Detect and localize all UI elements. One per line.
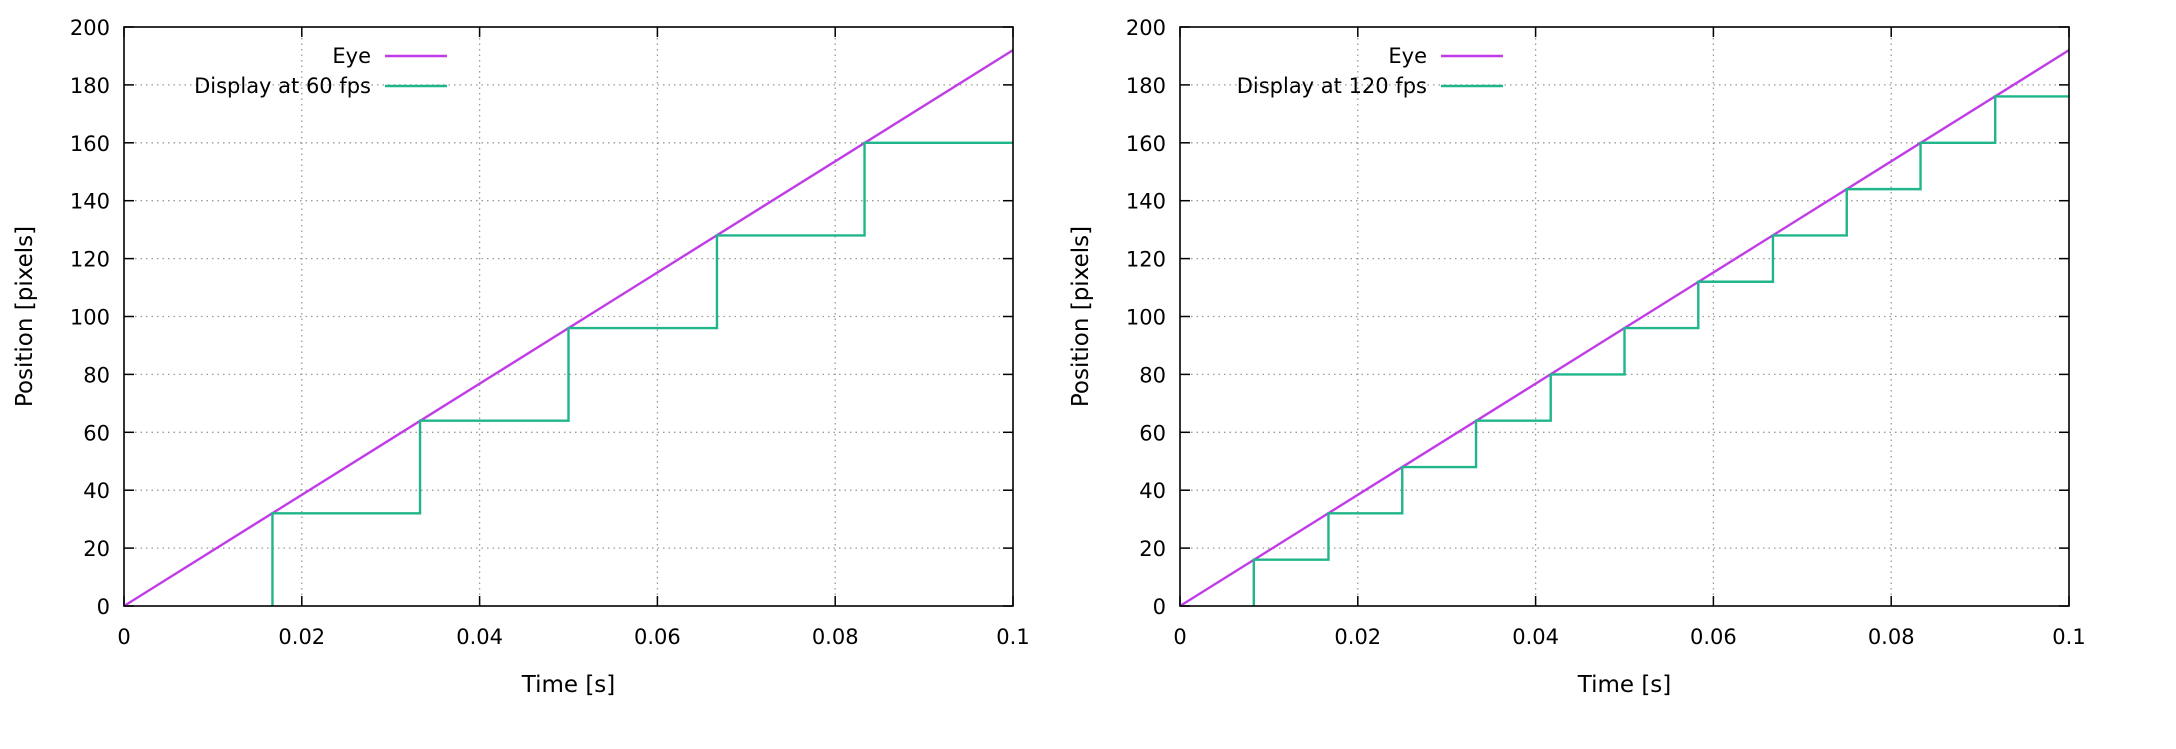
y-axis-label: Position [pixels] [12, 226, 38, 407]
plot-frame [123, 26, 1014, 607]
y-tick-label: 100 [1126, 306, 1166, 330]
x-tick-label: 0 [117, 625, 130, 649]
y-tick-label: 140 [70, 190, 110, 214]
y-axis-label: Position [pixels] [1068, 226, 1094, 407]
x-tick-label: 0 [1173, 625, 1186, 649]
y-tick-label: 60 [1139, 421, 1166, 445]
y-tick-label: 160 [70, 132, 110, 156]
y-tick-label: 180 [70, 74, 110, 98]
x-tick-label: 0.06 [634, 625, 681, 649]
x-tick-label: 0.1 [2052, 625, 2085, 649]
x-tick-label: 0.04 [1512, 625, 1559, 649]
y-tick-label: 40 [1139, 479, 1166, 503]
y-tick-label: 40 [83, 479, 110, 503]
y-tick-label: 200 [70, 16, 110, 40]
plot-frame [1179, 26, 2070, 607]
y-tick-label: 60 [83, 421, 110, 445]
y-tick-label: 140 [1126, 190, 1166, 214]
x-tick-label: 0.02 [278, 625, 325, 649]
x-tick-label: 0.06 [1690, 625, 1737, 649]
x-axis-label: Time [s] [1577, 672, 1672, 698]
y-tick-label: 160 [1126, 132, 1166, 156]
series-line-2 [1252, 95, 2069, 606]
x-tick-label: 0.04 [456, 625, 503, 649]
y-tick-label: 200 [1126, 16, 1166, 40]
chart-panel-1: 0 20 40 60 80 100 120 140 160 180 200 0 0.02 0.04 0.06… [12, 16, 1030, 698]
x-tick-label: 0.1 [996, 625, 1029, 649]
x-axis-label: Time [s] [521, 672, 616, 698]
series-line-2 [271, 141, 1013, 606]
y-tick-label: 80 [1139, 363, 1166, 387]
y-tick-label: 20 [1139, 537, 1166, 561]
x-tick-label: 0.02 [1334, 625, 1381, 649]
x-tick-label: 0.08 [812, 625, 859, 649]
legend-label: Eye [1388, 44, 1427, 68]
y-tick-label: 180 [1126, 74, 1166, 98]
x-tick-label: 0.08 [1868, 625, 1915, 649]
legend-label: Display at 60 fps [194, 74, 371, 98]
y-tick-label: 120 [70, 248, 110, 272]
legend-label: Display at 120 fps [1237, 74, 1427, 98]
legend-label: Eye [332, 44, 371, 68]
y-tick-label: 0 [1153, 595, 1166, 619]
y-tick-label: 20 [83, 537, 110, 561]
y-tick-label: 80 [83, 363, 110, 387]
chart-panel-2: 0 20 40 60 80 100 120 140 160 180 200 0 0.02 0.04 0.06… [1068, 16, 2086, 698]
y-tick-label: 0 [97, 595, 110, 619]
y-tick-label: 120 [1126, 248, 1166, 272]
y-tick-label: 100 [70, 306, 110, 330]
